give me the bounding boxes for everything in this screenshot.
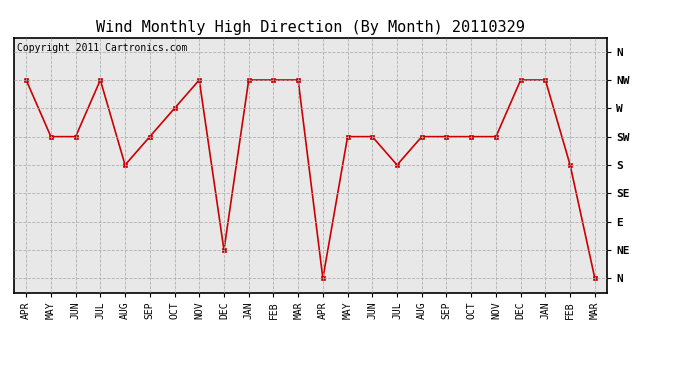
Title: Wind Monthly High Direction (By Month) 20110329: Wind Monthly High Direction (By Month) 2… [96,20,525,35]
Text: Copyright 2011 Cartronics.com: Copyright 2011 Cartronics.com [17,43,187,52]
